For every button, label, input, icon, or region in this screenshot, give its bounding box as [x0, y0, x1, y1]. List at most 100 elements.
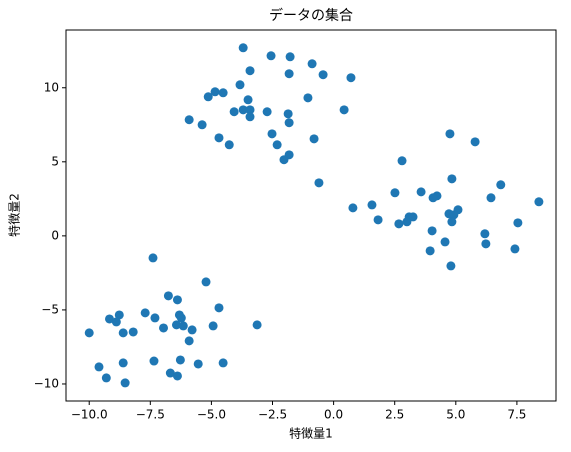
point [267, 129, 277, 139]
point [193, 359, 203, 369]
point [428, 193, 438, 203]
point [171, 320, 181, 330]
point [339, 105, 349, 115]
point [203, 92, 213, 102]
point [373, 215, 383, 225]
point [303, 93, 313, 103]
point [262, 107, 272, 117]
y-tick-label: 0 [51, 228, 59, 242]
point [175, 355, 185, 365]
point [470, 137, 480, 147]
y-tick-label: 10 [44, 80, 59, 94]
point [128, 327, 138, 337]
point [243, 95, 253, 105]
point [397, 156, 407, 166]
point [105, 314, 115, 324]
point [486, 193, 496, 203]
point [447, 174, 457, 184]
point [184, 115, 194, 125]
point [120, 378, 130, 388]
point [118, 328, 128, 338]
point [279, 155, 289, 165]
x-tick-label: 2.5 [385, 408, 404, 422]
point [446, 261, 456, 271]
point [140, 308, 150, 318]
y-tick-label: −10 [34, 376, 59, 390]
point [111, 317, 121, 327]
point [229, 107, 239, 117]
point [245, 66, 255, 76]
x-tick-label: 5.0 [446, 408, 465, 422]
point [346, 73, 356, 83]
point [218, 88, 228, 98]
point [224, 140, 234, 150]
x-tick-label: −5.0 [197, 408, 226, 422]
point [272, 140, 282, 150]
chart-title: データの集合 [269, 7, 353, 24]
point [150, 313, 160, 323]
point [252, 320, 262, 330]
point [165, 368, 175, 378]
point [235, 80, 245, 90]
point [284, 69, 294, 79]
point [314, 178, 324, 188]
point [416, 187, 426, 197]
point [163, 291, 173, 301]
point [114, 310, 124, 320]
point [534, 197, 544, 207]
point [187, 325, 197, 335]
point [172, 295, 182, 305]
point [513, 218, 523, 228]
point [210, 87, 220, 97]
point [402, 217, 412, 227]
point [238, 105, 248, 115]
point [283, 109, 293, 119]
point [445, 129, 455, 139]
point [408, 212, 418, 222]
x-tick-label: −10.0 [71, 408, 108, 422]
point [101, 373, 111, 383]
point [149, 356, 159, 366]
point [148, 253, 158, 263]
point [285, 52, 295, 62]
point [184, 336, 194, 346]
point [307, 59, 317, 69]
point [118, 358, 128, 368]
point [201, 277, 211, 287]
point [94, 362, 104, 372]
x-tick-label: −7.5 [136, 408, 165, 422]
point [440, 237, 450, 247]
point [218, 358, 228, 368]
point [496, 180, 506, 190]
point [245, 112, 255, 122]
point [176, 313, 186, 323]
point [84, 328, 94, 338]
y-tick-label: −5 [41, 302, 59, 316]
point [214, 133, 224, 143]
point [481, 239, 491, 249]
point [172, 371, 182, 381]
point [245, 105, 255, 115]
x-tick-label: 0.0 [324, 408, 343, 422]
point [159, 323, 169, 333]
point [367, 200, 377, 210]
point [208, 321, 218, 331]
point [348, 203, 358, 213]
x-tick-label: 7.5 [507, 408, 526, 422]
point [197, 120, 207, 130]
y-tick-label: 5 [51, 154, 59, 168]
point [510, 244, 520, 254]
point [238, 43, 248, 53]
point [447, 217, 457, 227]
point [390, 188, 400, 198]
x-tick-label: −2.5 [258, 408, 287, 422]
point [284, 118, 294, 128]
point [214, 303, 224, 313]
point [480, 229, 490, 239]
point [394, 219, 404, 229]
point [178, 321, 188, 331]
point [427, 226, 437, 236]
plot-frame [65, 29, 557, 402]
